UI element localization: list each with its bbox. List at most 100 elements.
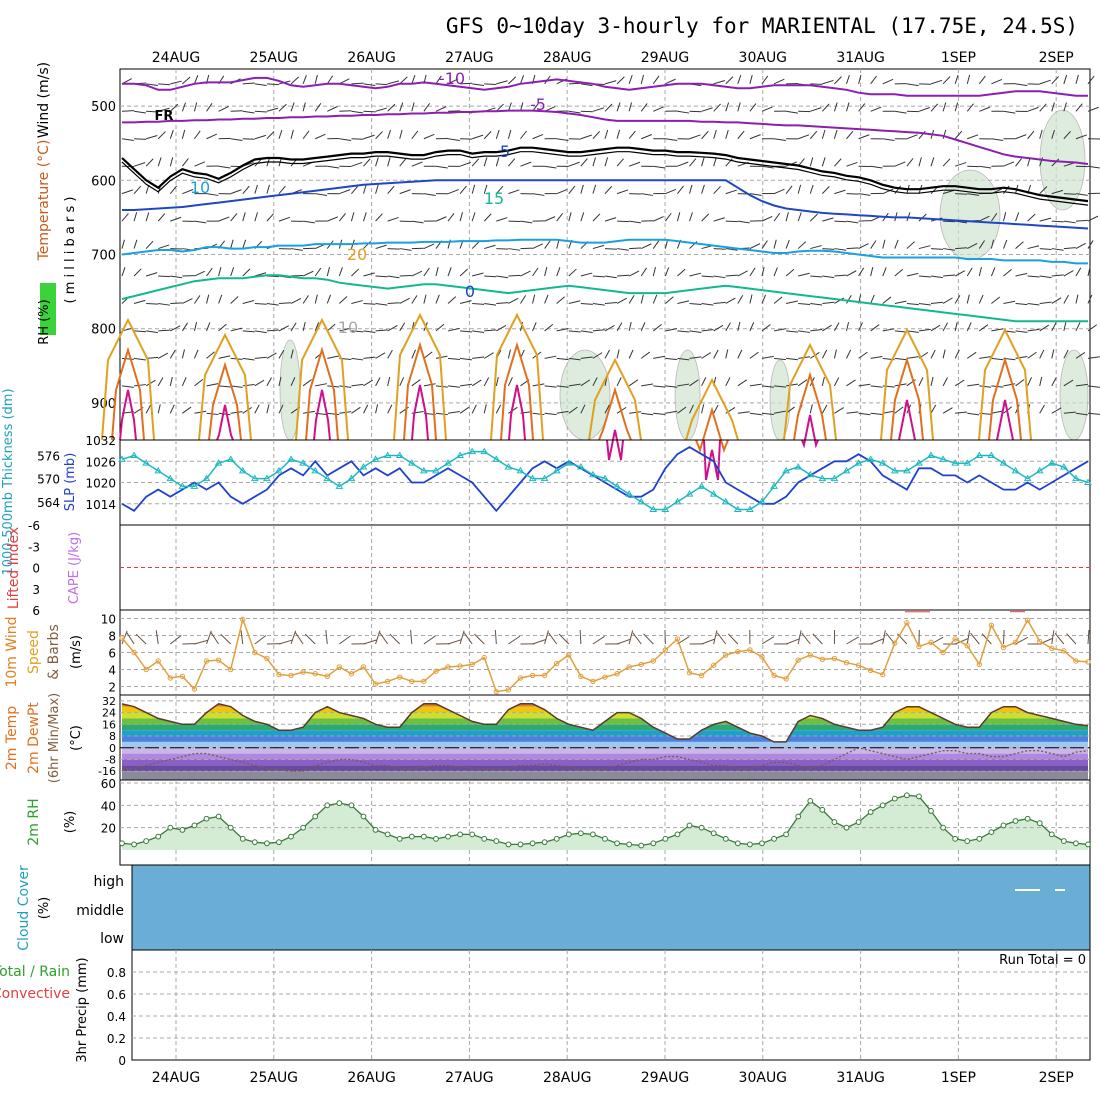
wind-barb (592, 244, 605, 250)
rh-shading (939, 169, 1001, 261)
wind-barb (882, 410, 895, 414)
wind-barb (532, 639, 546, 645)
temp-tick: 16 (102, 718, 116, 731)
wind-barb (882, 188, 894, 195)
wind-point (1037, 638, 1043, 645)
wind-barb (798, 272, 810, 277)
wind-barb (254, 635, 267, 645)
temp-tick: -16 (98, 765, 116, 778)
rh-point (674, 831, 681, 838)
wind-barb (1027, 351, 1037, 359)
isotherm-minus10 (122, 76, 1088, 97)
thickness-point (637, 497, 646, 505)
wind-barb (556, 239, 560, 249)
thickness-point (902, 466, 911, 474)
wind-point (505, 687, 512, 693)
wind-barb (447, 138, 460, 142)
wind-barb (725, 129, 729, 139)
wind-barb (278, 349, 285, 359)
wind-barb (894, 383, 907, 387)
y-tick: 900 (91, 397, 116, 412)
wind-barb (484, 275, 497, 278)
rh-point (710, 830, 717, 837)
wind-barb (304, 633, 316, 645)
wind-barb (918, 245, 931, 250)
wind-barb (169, 157, 174, 167)
wind-barb (833, 129, 838, 139)
wind-barb (387, 302, 400, 304)
wind-barb (170, 80, 182, 85)
wind-barb (1087, 165, 1100, 169)
wind-barb (894, 406, 904, 414)
wind-barb (737, 74, 742, 85)
wind-barb (604, 248, 617, 250)
wind-point (590, 678, 596, 685)
rh-point (807, 797, 814, 804)
wind-point (952, 636, 958, 642)
wind-barb (278, 325, 289, 332)
thickness-point (999, 459, 1008, 466)
wind-point (481, 654, 487, 661)
wind-barb (290, 248, 303, 251)
wind-barb (496, 302, 509, 304)
thickness-point (939, 455, 947, 462)
wind-point (674, 636, 681, 642)
wind-point (698, 672, 705, 679)
wind-barb (653, 216, 664, 222)
wind-barb (629, 411, 642, 414)
wind-barb (858, 412, 871, 416)
wind-barb (507, 377, 513, 387)
wind-point (686, 670, 693, 676)
wind-barb (713, 404, 719, 414)
wind-barb (677, 268, 686, 277)
wind-barb (447, 78, 459, 85)
wind-barb (1087, 629, 1090, 645)
wind-barb (846, 247, 859, 250)
wind-barb (918, 130, 926, 140)
wind-barb (230, 138, 243, 141)
thickness-point (419, 466, 428, 474)
wind-barb (411, 161, 423, 167)
wind-barb (786, 357, 799, 361)
wind-barb (447, 213, 455, 222)
wind-barb (629, 247, 642, 250)
precip-tick: 0.4 (107, 1010, 126, 1024)
rh-point (1012, 818, 1019, 824)
wind-barb (773, 188, 785, 195)
wind-barb (532, 322, 537, 332)
wind-barb (628, 349, 634, 359)
wind-barb (220, 633, 232, 645)
wind-barb (592, 184, 597, 194)
rh-point (312, 813, 319, 820)
wind-barb (628, 321, 632, 332)
wind-point (445, 664, 451, 670)
wind-barb (1039, 376, 1043, 386)
rh-shading (769, 359, 791, 441)
thickness-point (927, 451, 935, 458)
panel-frame (131, 949, 1091, 1061)
rh-point (553, 835, 560, 842)
wind-barb (495, 157, 500, 167)
wind-barb (1066, 633, 1077, 645)
wind-point (566, 652, 572, 658)
wind-barb (979, 385, 992, 388)
wind-barb (145, 404, 152, 414)
wind-barb (906, 134, 918, 140)
wind-barb (990, 212, 998, 222)
wind-barb (327, 165, 340, 169)
wind-barb (967, 383, 980, 387)
wind-barb (327, 106, 338, 112)
wind-barb (727, 633, 739, 645)
wind-barb (435, 323, 445, 332)
wind-barb (773, 385, 786, 388)
wind-barb (725, 349, 729, 359)
thickness-tick: 576 (37, 449, 60, 463)
wind-barb (604, 80, 617, 85)
wind-point (1061, 648, 1067, 654)
wind-barb (1039, 275, 1052, 279)
wind-barb (1054, 632, 1065, 645)
wind-barb (483, 352, 494, 359)
thickness-point (540, 474, 549, 482)
thickness-point (492, 455, 501, 462)
wind-point (469, 661, 475, 668)
